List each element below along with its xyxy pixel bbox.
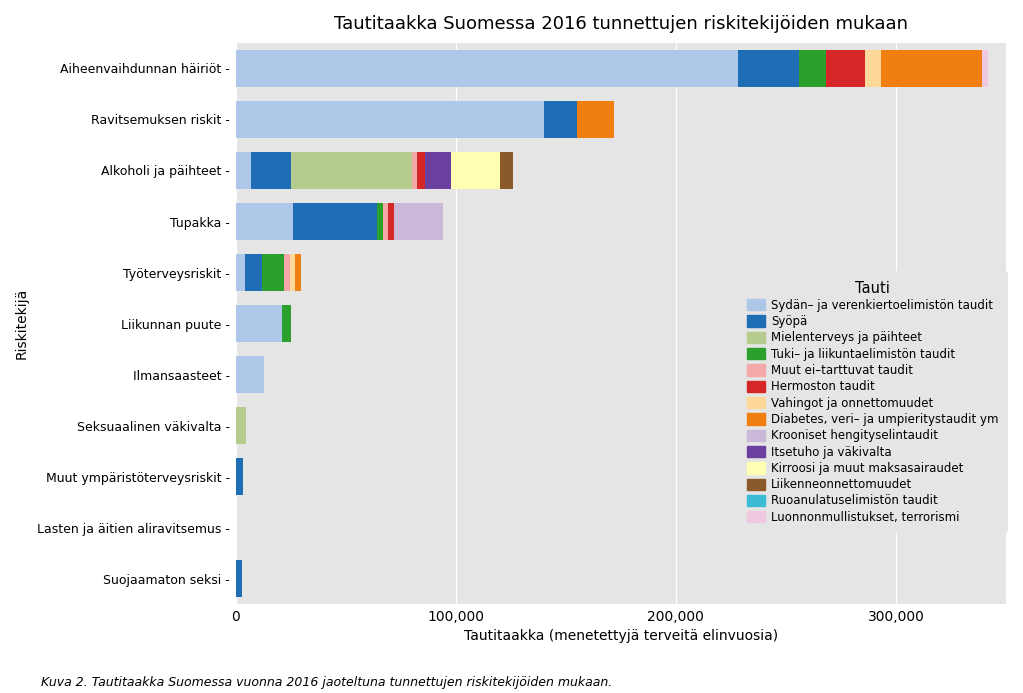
Bar (235, 152, 252, 188)
Text: Kuva 2. Tautitaakka Suomessa vuonna 2016 jaoteltuna tunnettujen riskitekijöiden : Kuva 2. Tautitaakka Suomessa vuonna 2016… (41, 676, 612, 689)
Bar (252, 152, 291, 188)
Bar (235, 561, 242, 597)
Bar (577, 101, 614, 138)
Bar (376, 203, 384, 240)
Bar (738, 50, 799, 87)
Bar (290, 254, 296, 291)
Bar (235, 101, 544, 138)
Bar (235, 50, 738, 87)
Legend: Sydän– ja verenkiertoelimistön taudit, Syöpä, Mielenterveys ja päihteet, Tuki– j: Sydän– ja verenkiertoelimistön taudit, S… (738, 271, 1008, 533)
Bar (982, 50, 988, 87)
Bar (394, 203, 443, 240)
Bar (244, 254, 262, 291)
X-axis label: Tautitaakka (menetettyjä terveitä elinvuosia): Tautitaakka (menetettyjä terveitä elinvu… (463, 629, 777, 643)
Bar (262, 254, 284, 291)
Bar (388, 203, 394, 240)
Bar (235, 305, 282, 342)
Title: Tautitaakka Suomessa 2016 tunnettujen riskitekijöiden mukaan: Tautitaakka Suomessa 2016 tunnettujen ri… (333, 15, 907, 33)
Bar (235, 407, 246, 444)
Bar (235, 356, 264, 393)
Bar (417, 152, 425, 188)
Bar (235, 458, 243, 495)
Bar (235, 203, 293, 240)
Bar (293, 203, 376, 240)
Bar (235, 254, 244, 291)
Bar (799, 50, 826, 87)
Bar (291, 152, 412, 188)
Bar (412, 152, 417, 188)
Y-axis label: Riskitekijä: Riskitekijä (15, 288, 29, 359)
Bar (451, 152, 500, 188)
Bar (826, 50, 865, 87)
Bar (384, 203, 388, 240)
Bar (296, 254, 301, 291)
Bar (425, 152, 451, 188)
Bar (544, 101, 577, 138)
Bar (284, 254, 290, 291)
Bar (500, 152, 514, 188)
Bar (865, 50, 881, 87)
Bar (881, 50, 982, 87)
Bar (282, 305, 291, 342)
